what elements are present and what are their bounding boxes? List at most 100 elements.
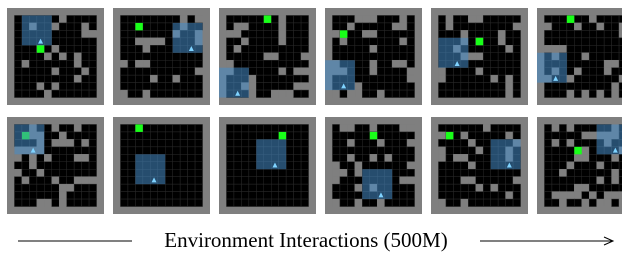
floor-cell — [120, 30, 127, 37]
wall-cell — [59, 132, 66, 139]
floor-cell — [582, 15, 589, 22]
wall-cell — [74, 124, 81, 131]
floor-cell — [294, 154, 301, 161]
grid-panel — [113, 117, 210, 214]
floor-cell — [52, 154, 59, 161]
floor-cell — [513, 184, 520, 191]
floor-cell — [476, 75, 483, 82]
floor-cell — [256, 124, 263, 131]
goal-cell — [37, 45, 44, 52]
floor-cell — [249, 53, 256, 60]
floor-cell — [44, 184, 51, 191]
floor-cell — [355, 30, 362, 37]
floor-cell — [513, 30, 520, 37]
floor-cell — [173, 90, 180, 97]
agent-view — [491, 139, 521, 169]
wall-cell — [612, 154, 619, 161]
floor-cell — [264, 38, 271, 45]
floor-cell — [82, 83, 89, 90]
floor-cell — [264, 169, 271, 176]
floor-cell — [513, 132, 520, 139]
floor-cell — [438, 139, 445, 146]
floor-cell — [29, 90, 36, 97]
floor-cell — [128, 75, 135, 82]
floor-cell — [377, 162, 384, 169]
floor-cell — [249, 147, 256, 154]
wall-cell — [407, 177, 414, 184]
floor-cell — [513, 192, 520, 199]
floor-cell — [438, 177, 445, 184]
floor-cell — [180, 199, 187, 206]
floor-cell — [89, 53, 96, 60]
floor-cell — [355, 139, 362, 146]
floor-cell — [491, 199, 498, 206]
floor-cell — [301, 45, 308, 52]
floor-cell — [559, 124, 566, 131]
floor-cell — [165, 38, 172, 45]
floor-cell — [286, 23, 293, 30]
floor-cell — [476, 45, 483, 52]
floor-cell — [120, 23, 127, 30]
floor-cell — [567, 38, 574, 45]
floor-cell — [150, 192, 157, 199]
floor-cell — [612, 15, 619, 22]
wall-cell — [347, 124, 354, 131]
floor-cell — [385, 45, 392, 52]
floor-cell — [264, 68, 271, 75]
floor-cell — [385, 147, 392, 154]
floor-cell — [135, 53, 142, 60]
floor-cell — [22, 45, 29, 52]
wall-cell — [82, 154, 89, 161]
floor-cell — [67, 68, 74, 75]
goal-cell — [567, 15, 574, 22]
floor-cell — [446, 90, 453, 97]
wall-cell — [82, 177, 89, 184]
floor-cell — [453, 75, 460, 82]
floor-cell — [513, 75, 520, 82]
floor-cell — [461, 184, 468, 191]
floor-cell — [385, 38, 392, 45]
wall-cell — [67, 139, 74, 146]
floor-cell — [400, 147, 407, 154]
wall-cell — [438, 132, 445, 139]
floor-cell — [476, 132, 483, 139]
floor-cell — [559, 90, 566, 97]
floor-cell — [392, 139, 399, 146]
floor-cell — [128, 169, 135, 176]
floor-cell — [483, 38, 490, 45]
floor-cell — [271, 83, 278, 90]
floor-cell — [128, 23, 135, 30]
floor-cell — [438, 169, 445, 176]
floor-cell — [143, 53, 150, 60]
floor-cell — [150, 147, 157, 154]
floor-cell — [385, 60, 392, 67]
floor-cell — [226, 162, 233, 169]
wall-cell — [234, 23, 241, 30]
floor-cell — [377, 147, 384, 154]
wall-cell — [552, 139, 559, 146]
floor-cell — [589, 139, 596, 146]
floor-cell — [234, 199, 241, 206]
wall-cell — [400, 124, 407, 131]
wall-cell — [597, 90, 604, 97]
floor-cell — [597, 53, 604, 60]
floor-cell — [294, 90, 301, 97]
floor-cell — [59, 90, 66, 97]
floor-cell — [552, 154, 559, 161]
floor-cell — [165, 68, 172, 75]
floor-cell — [165, 199, 172, 206]
floor-cell — [446, 68, 453, 75]
floor-cell — [135, 147, 142, 154]
wall-cell — [400, 177, 407, 184]
floor-cell — [453, 90, 460, 97]
floor-cell — [355, 60, 362, 67]
floor-cell — [340, 184, 347, 191]
floor-cell — [195, 60, 202, 67]
floor-cell — [74, 132, 81, 139]
floor-cell — [407, 154, 414, 161]
floor-cell — [476, 139, 483, 146]
wall-cell — [89, 177, 96, 184]
floor-cell — [264, 199, 271, 206]
floor-cell — [67, 30, 74, 37]
floor-cell — [286, 53, 293, 60]
